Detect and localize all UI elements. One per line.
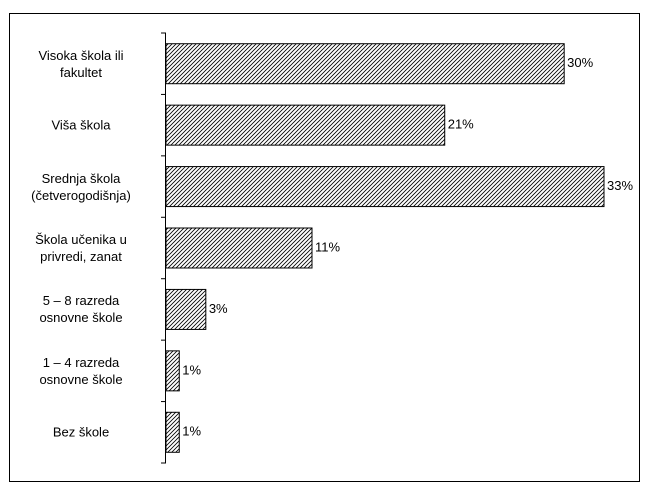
bar	[165, 288, 207, 330]
bar	[165, 350, 180, 392]
bar	[165, 227, 313, 269]
category-label: Viša škola	[51, 117, 111, 133]
value-label: 30%	[567, 55, 593, 70]
bar	[165, 166, 605, 208]
bar	[165, 43, 565, 85]
bar	[165, 411, 180, 453]
category-label: 1 – 4 razreda osnovne škole	[39, 354, 123, 387]
bar	[165, 104, 446, 146]
value-label: 3%	[209, 301, 228, 316]
value-label: 1%	[182, 362, 201, 377]
category-label: Bez škole	[52, 424, 110, 440]
value-label: 11%	[315, 239, 340, 254]
value-label: 1%	[182, 424, 201, 439]
category-label: Škola učenika u privredi, zanat	[35, 232, 127, 264]
frame	[9, 13, 640, 482]
category-label: Visoka škola ili fakultet	[38, 47, 124, 80]
value-label: 21%	[448, 117, 474, 132]
category-label: Srednja škola (četverogodišnja)	[31, 170, 131, 203]
category-label: 5 – 8 razreda osnovne škole	[39, 293, 123, 326]
value-label: 33%	[607, 178, 633, 193]
